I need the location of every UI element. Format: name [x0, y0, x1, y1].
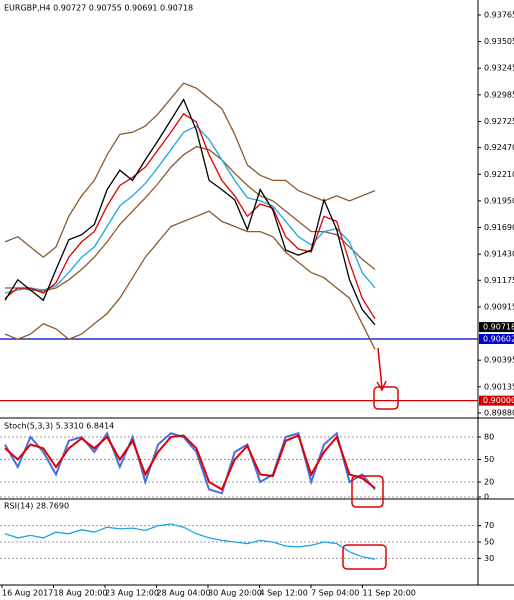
y-tick-label: 0.91175: [484, 276, 514, 285]
y-tick-label: 0.92985: [484, 90, 514, 99]
series-line: [4, 82, 376, 259]
series-line: [4, 112, 376, 320]
y-tick-label: 0.90395: [484, 356, 514, 365]
y-tick-label: 70: [484, 521, 494, 530]
price-label-box: [479, 322, 514, 333]
series-line: [4, 210, 376, 350]
level-label-box: [479, 395, 514, 406]
y-tick-label: 0.93245: [484, 64, 514, 73]
y-tick-label: 0.90915: [484, 302, 514, 311]
y-tick-label: 0.92470: [484, 143, 514, 152]
y-tick-label: 0.93765: [484, 10, 514, 19]
y-tick-label: 0: [484, 493, 489, 502]
y-tick-label: 0.90135: [484, 382, 514, 391]
time-label: 30 Aug 20:00: [208, 589, 262, 598]
y-tick-label: 50: [484, 455, 494, 464]
y-tick-label: 0.89880: [484, 408, 514, 417]
series-line: [5, 145, 376, 292]
y-tick-label: 30: [484, 554, 494, 563]
rsi-title: RSI(14) 28.7690: [4, 502, 69, 511]
y-tick-label: 0.92210: [484, 170, 514, 179]
price-label: 0.90718: [483, 323, 514, 332]
y-tick-label: 50: [484, 538, 494, 547]
time-label: 11 Sep 20:00: [363, 589, 416, 598]
time-label: 23 Aug 12:00: [105, 589, 159, 598]
y-tick-label: 80: [484, 433, 494, 442]
arrow: [377, 347, 383, 389]
chart-title: EURGBP,H4 0.90727 0.90755 0.90691 0.9071…: [4, 4, 193, 13]
y-tick-label: 0.91950: [484, 196, 514, 205]
series-line: [4, 523, 376, 560]
time-label: 18 Aug 20:00: [54, 589, 108, 598]
arrow-head: [376, 380, 387, 392]
stoch-box: [351, 475, 384, 508]
series-line: [4, 431, 376, 495]
time-label: 7 Sep 04:00: [311, 589, 359, 598]
level-label: 0.90000: [483, 396, 514, 405]
series-line: [4, 98, 376, 326]
level-label: 0.90602: [483, 334, 514, 343]
y-tick-label: 0.92725: [484, 117, 514, 126]
plots: 0.93765 0.93505 0.93245 0.92985 0.92725 0.924…: [0, 10, 514, 598]
annotations: [342, 347, 399, 570]
time-label: 16 Aug 2017: [2, 589, 53, 598]
time-label: 4 Sep 12:00: [260, 589, 308, 598]
series-line: [4, 434, 376, 491]
rsi-box: [342, 544, 387, 570]
target-box: [373, 386, 399, 410]
y-tick-label: 0.91430: [484, 250, 514, 259]
level-label-box: [479, 333, 514, 344]
time-label: 28 Aug 04:00: [157, 589, 211, 598]
stoch-title: Stoch(5,3,3) 5.3310 6.8414: [4, 422, 114, 431]
y-tick-label: 0.91690: [484, 223, 514, 232]
y-tick-label: 20: [484, 478, 494, 487]
y-tick-label: 0.93505: [484, 37, 514, 46]
